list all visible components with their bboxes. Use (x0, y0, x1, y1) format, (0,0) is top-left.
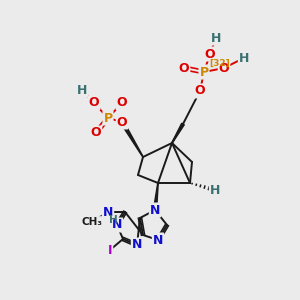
Text: H: H (109, 215, 117, 225)
Text: P: P (200, 65, 208, 79)
Text: O: O (89, 97, 99, 110)
Text: O: O (219, 61, 229, 74)
Polygon shape (172, 123, 184, 143)
Text: H: H (77, 83, 87, 97)
Text: N: N (103, 206, 113, 218)
Text: O: O (91, 127, 101, 140)
Text: N: N (153, 233, 163, 247)
Polygon shape (121, 121, 143, 157)
Text: [32]: [32] (209, 58, 230, 68)
Text: H: H (210, 184, 220, 196)
Text: P: P (103, 112, 112, 124)
Text: O: O (205, 47, 215, 61)
Text: I: I (108, 244, 112, 256)
Text: O: O (117, 97, 127, 110)
Text: O: O (195, 85, 205, 98)
Text: H: H (239, 52, 249, 64)
Text: N: N (112, 218, 122, 232)
Text: N: N (150, 203, 160, 217)
Text: H: H (211, 32, 221, 44)
Text: O: O (179, 61, 189, 74)
Polygon shape (153, 183, 158, 210)
Text: O: O (117, 116, 127, 128)
Text: CH₃: CH₃ (82, 217, 103, 227)
Text: N: N (132, 238, 142, 251)
